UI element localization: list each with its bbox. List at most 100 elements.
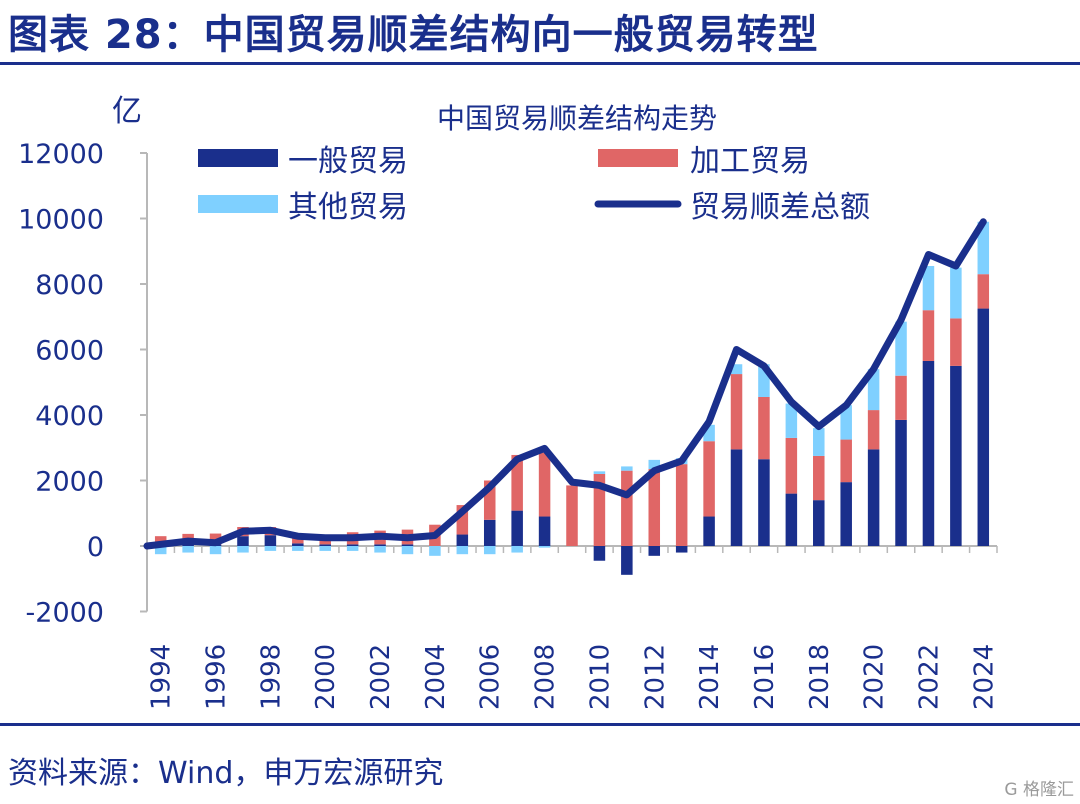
legend-label-other-trade: 其他贸易 bbox=[288, 190, 408, 225]
bar-general-trade-1995 bbox=[182, 543, 194, 546]
y-tick-label: 4000 bbox=[35, 401, 104, 432]
bar-processing-trade-1994 bbox=[154, 536, 167, 545]
bar-other-trade-2014 bbox=[703, 424, 715, 442]
label-layer: -2000 0 2000 4000 6000 8000 10000 12000 1994 1996… bbox=[18, 94, 999, 710]
bar-general-trade-2002 bbox=[374, 544, 386, 546]
bar-other-trade-2011 bbox=[621, 466, 633, 471]
chart-title: 中国贸易顺差结构走势 bbox=[437, 102, 717, 135]
bar-processing-trade-2018 bbox=[813, 455, 825, 501]
y-tick-label: 12000 bbox=[18, 139, 104, 170]
bar-general-trade-2012 bbox=[648, 546, 661, 556]
trade-surplus-chart: -2000 0 2000 4000 6000 8000 10000 12000 1994 1996… bbox=[18, 94, 999, 710]
bar-other-trade-2024 bbox=[977, 221, 990, 275]
bar-general-trade-1999 bbox=[292, 543, 304, 546]
bar-other-trade-2003 bbox=[401, 546, 414, 555]
y-tick-label: 8000 bbox=[35, 270, 104, 301]
bar-general-trade-2019 bbox=[840, 482, 852, 546]
bar-other-trade-2004 bbox=[429, 546, 441, 556]
source-note: 资料来源：Wind，申万宏源研究 bbox=[8, 756, 444, 791]
bar-processing-trade-2009 bbox=[566, 485, 578, 546]
bar-processing-trade-2005 bbox=[456, 505, 469, 535]
bar-general-trade-2021 bbox=[895, 419, 907, 546]
x-tick-label: 2000 bbox=[311, 644, 341, 710]
bar-general-trade-2008 bbox=[538, 516, 551, 546]
bar-processing-trade-2010 bbox=[593, 473, 606, 546]
figure-title: 图表 28：中国贸易顺差结构向一般贸易转型 bbox=[8, 12, 819, 58]
x-tick-label: 2006 bbox=[476, 644, 506, 710]
bar-processing-trade-2012 bbox=[648, 469, 661, 546]
bar-general-trade-2016 bbox=[758, 459, 770, 546]
bar-general-trade-2017 bbox=[785, 493, 798, 546]
x-tick-label: 1998 bbox=[256, 644, 286, 710]
bar-general-trade-2011 bbox=[621, 546, 633, 575]
bar-general-trade-2014 bbox=[703, 516, 715, 546]
bar-general-trade-2010 bbox=[593, 546, 606, 561]
bar-general-trade-2020 bbox=[867, 449, 880, 546]
y-axis-unit-label: 亿 bbox=[112, 94, 142, 129]
x-tick-label: 2022 bbox=[914, 644, 944, 710]
bar-general-trade-2003 bbox=[401, 544, 414, 546]
bar-processing-trade-2013 bbox=[675, 464, 688, 546]
x-tick-label: 2012 bbox=[640, 644, 670, 710]
x-tick-label: 2020 bbox=[860, 644, 890, 710]
legend-swatch-processing-trade bbox=[598, 149, 678, 167]
bar-processing-trade-2023 bbox=[950, 318, 962, 366]
bar-other-trade-2007 bbox=[511, 546, 523, 553]
bar-general-trade-2023 bbox=[950, 365, 962, 546]
bar-other-trade-2002 bbox=[374, 546, 386, 553]
bar-layer bbox=[154, 221, 990, 575]
x-tick-label: 2002 bbox=[366, 644, 396, 710]
bar-processing-trade-2020 bbox=[867, 410, 880, 450]
bar-general-trade-2007 bbox=[511, 510, 523, 546]
bar-other-trade-1997 bbox=[237, 546, 249, 553]
bar-other-trade-1996 bbox=[209, 546, 222, 555]
bar-other-trade-2017 bbox=[785, 403, 798, 438]
x-tick-label: 2016 bbox=[750, 644, 780, 710]
legend-label-general-trade: 一般贸易 bbox=[288, 144, 408, 179]
x-tick-label: 1994 bbox=[147, 644, 177, 710]
bar-other-trade-2006 bbox=[483, 546, 496, 555]
bar-processing-trade-2016 bbox=[758, 396, 770, 460]
bar-processing-trade-2017 bbox=[785, 437, 798, 494]
bar-processing-trade-2011 bbox=[621, 470, 633, 546]
bar-other-trade-1999 bbox=[292, 546, 304, 551]
bar-processing-trade-2022 bbox=[922, 310, 935, 361]
bar-other-trade-2020 bbox=[867, 369, 880, 411]
title-divider bbox=[0, 62, 1080, 65]
x-tick-label: 2010 bbox=[585, 644, 615, 710]
bar-other-trade-2000 bbox=[319, 546, 331, 551]
y-tick-label: 10000 bbox=[18, 205, 104, 236]
bar-processing-trade-2014 bbox=[703, 441, 715, 517]
bar-other-trade-2012 bbox=[648, 459, 661, 470]
bar-other-trade-1998 bbox=[264, 546, 277, 551]
bar-other-trade-2023 bbox=[950, 267, 962, 319]
legend-label-total-surplus: 贸易顺差总额 bbox=[690, 190, 870, 225]
bar-general-trade-2013 bbox=[675, 546, 688, 553]
bar-processing-trade-2015 bbox=[730, 374, 743, 450]
bar-other-trade-2001 bbox=[346, 546, 359, 551]
bar-general-trade-1998 bbox=[264, 535, 277, 546]
bar-processing-trade-2024 bbox=[977, 274, 990, 309]
bar-other-trade-2010 bbox=[593, 471, 606, 474]
x-tick-label: 2014 bbox=[695, 644, 725, 710]
bar-general-trade-2022 bbox=[922, 360, 935, 546]
legend-swatch-general-trade bbox=[198, 149, 278, 167]
bar-other-trade-2019 bbox=[840, 405, 852, 440]
bar-other-trade-1995 bbox=[182, 546, 194, 553]
source-divider bbox=[0, 723, 1080, 726]
bar-general-trade-2000 bbox=[319, 544, 331, 546]
bar-processing-trade-2021 bbox=[895, 375, 907, 420]
bar-other-trade-2018 bbox=[813, 428, 825, 456]
bar-general-trade-2024 bbox=[977, 308, 990, 546]
bar-general-trade-2015 bbox=[730, 449, 743, 546]
bar-general-trade-2006 bbox=[483, 519, 496, 546]
legend-swatch-other-trade bbox=[198, 195, 278, 213]
y-tick-label: 0 bbox=[87, 532, 104, 563]
bar-general-trade-2005 bbox=[456, 534, 469, 546]
bar-other-trade-2022 bbox=[922, 265, 935, 311]
total-surplus-line bbox=[143, 218, 987, 550]
x-tick-label: 2008 bbox=[531, 644, 561, 710]
legend-label-processing-trade: 加工贸易 bbox=[690, 144, 810, 179]
y-tick-label: 6000 bbox=[35, 336, 104, 367]
